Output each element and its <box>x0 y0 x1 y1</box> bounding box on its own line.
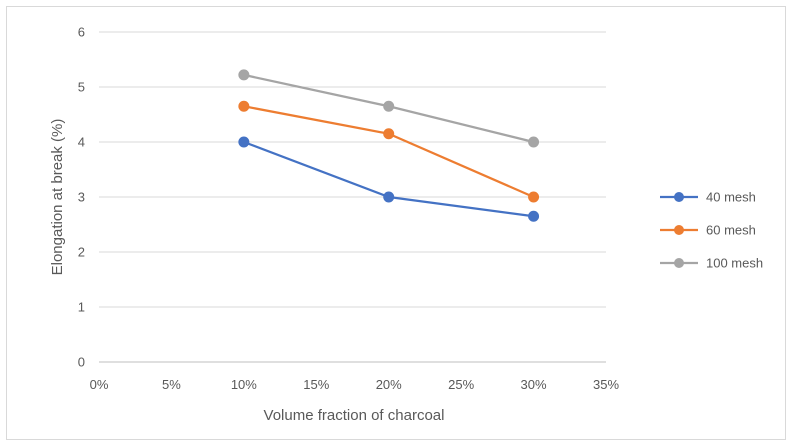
legend-label: 60 mesh <box>706 223 756 238</box>
y-tick-label: 3 <box>78 190 85 205</box>
y-tick-label: 0 <box>78 355 85 370</box>
legend-swatch-marker <box>674 225 684 235</box>
data-point <box>528 191 540 203</box>
y-tick-label: 2 <box>78 245 85 260</box>
data-point <box>238 136 250 148</box>
y-tick-label: 5 <box>78 80 85 95</box>
series-line-1 <box>243 105 535 199</box>
x-tick-label: 15% <box>303 377 329 392</box>
legend-swatch-marker <box>674 192 684 202</box>
data-point <box>383 100 395 112</box>
y-axis-tick-labels: 0 1 2 3 4 5 6 <box>78 25 85 370</box>
y-tick-label: 1 <box>78 300 85 315</box>
x-tick-label: 10% <box>231 377 257 392</box>
x-axis-title: Volume fraction of charcoal <box>264 407 445 424</box>
x-tick-label: 30% <box>521 377 547 392</box>
data-point <box>528 210 540 222</box>
legend: 40 mesh 60 mesh 100 mesh <box>660 190 763 271</box>
data-point <box>238 100 250 112</box>
x-tick-label: 25% <box>448 377 474 392</box>
x-tick-label: 0% <box>90 377 109 392</box>
data-point <box>383 191 395 203</box>
legend-swatch-marker <box>674 258 684 268</box>
x-tick-label: 20% <box>376 377 402 392</box>
series-points <box>238 69 540 222</box>
legend-label: 40 mesh <box>706 190 756 205</box>
gridlines <box>99 31 606 363</box>
data-point <box>238 69 250 81</box>
y-tick-label: 4 <box>78 135 85 150</box>
data-point <box>383 128 395 140</box>
y-axis-title: Elongation at break (%) <box>49 119 66 276</box>
legend-label: 100 mesh <box>706 256 763 271</box>
x-tick-label: 35% <box>593 377 619 392</box>
x-axis-tick-labels: 0% 5% 10% 15% 20% 25% 30% 35% <box>90 377 620 392</box>
y-tick-label: 6 <box>78 25 85 40</box>
x-tick-label: 5% <box>162 377 181 392</box>
data-point <box>528 136 540 148</box>
chart-frame <box>6 6 786 440</box>
